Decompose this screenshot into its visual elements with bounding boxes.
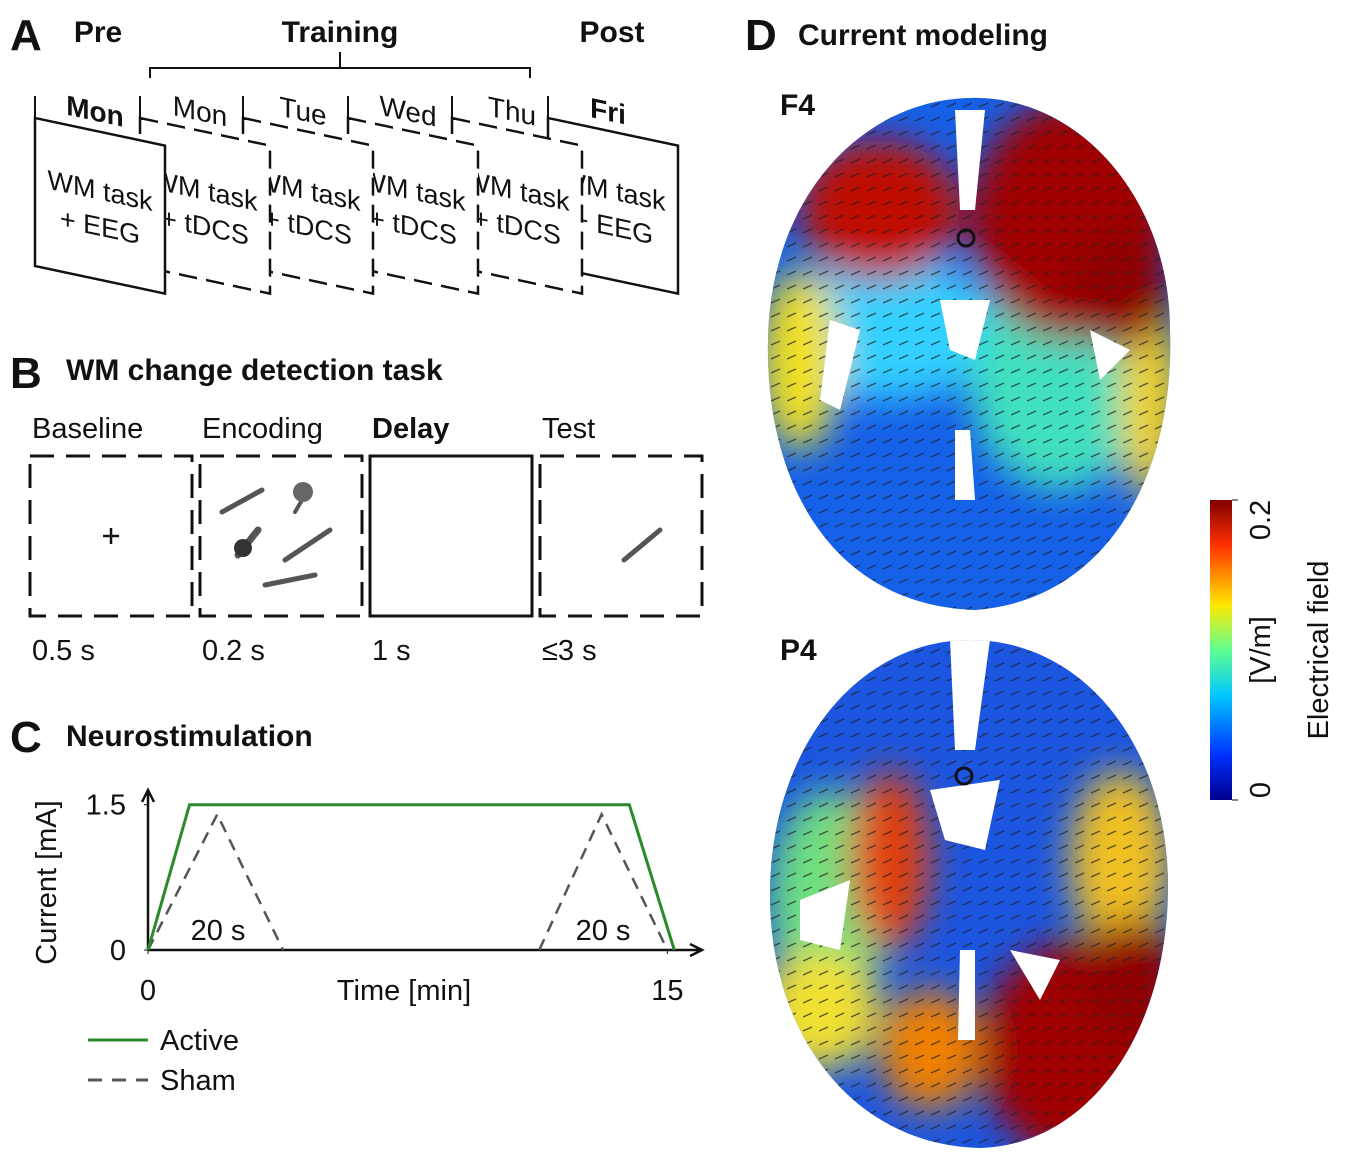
panel-letter: B (10, 349, 42, 398)
stage-duration: 1 s (372, 635, 411, 667)
colorbar-unit: [V/m] (1245, 616, 1277, 684)
y-axis-label: Current [mA] (31, 800, 63, 964)
map-label: F4 (780, 89, 815, 122)
stage-box (540, 456, 702, 616)
brain-map (760, 90, 1180, 620)
stage-duration: 0.2 s (202, 635, 265, 667)
fixation (103, 528, 119, 544)
stage-box (200, 456, 362, 616)
y-tick-label: 0 (110, 935, 126, 967)
bracket (150, 52, 530, 78)
stimulus-icon (222, 490, 262, 512)
stage-name: Encoding (202, 413, 323, 445)
stimulus-icon (293, 482, 313, 502)
map-label: P4 (780, 634, 817, 667)
phase-label: Post (579, 16, 644, 49)
brain-map (760, 630, 1180, 1157)
stage-box (370, 456, 532, 616)
day-label: Tue (279, 90, 326, 132)
stimulus-icon (265, 575, 315, 585)
day-label: Thu (488, 90, 536, 132)
panel-title: Current modeling (798, 19, 1048, 52)
panel-letter: D (745, 11, 777, 60)
panel-letter: A (10, 11, 42, 60)
day-label: Fri (590, 91, 626, 130)
legend-label: Active (160, 1025, 239, 1057)
figure: A FriWM task+ EEGThuWM task+ tDCSWedWM t… (0, 0, 1347, 1157)
panel-title: WM change detection task (66, 354, 443, 387)
stimulus-icon (285, 530, 330, 560)
annotation: 20 s (191, 915, 246, 947)
annotation: 20 s (576, 915, 631, 947)
phase-label: Training (282, 16, 399, 49)
colorbar-label: Electrical field (1303, 561, 1335, 740)
phase-label: Pre (74, 16, 122, 49)
colorbar (1210, 500, 1232, 800)
x-tick-label: 15 (651, 975, 683, 1007)
stage-name: Test (542, 413, 595, 445)
colorbar-tick-label: 0.2 (1245, 500, 1277, 540)
stage-name: Delay (372, 413, 449, 445)
x-tick-label: 0 (140, 975, 156, 1007)
stimulus-icon (234, 539, 252, 557)
stage-name: Baseline (32, 413, 143, 445)
panel-title: Neurostimulation (66, 720, 313, 753)
stage-duration: 0.5 s (32, 635, 95, 667)
x-axis-label: Time [min] (337, 975, 471, 1007)
legend-label: Sham (160, 1065, 236, 1097)
stage-duration: ≤3 s (542, 635, 597, 667)
colorbar-tick-label: 0 (1245, 782, 1277, 798)
stimulus-icon (624, 530, 660, 560)
panel-letter: C (10, 713, 42, 762)
y-tick-label: 1.5 (86, 790, 126, 822)
